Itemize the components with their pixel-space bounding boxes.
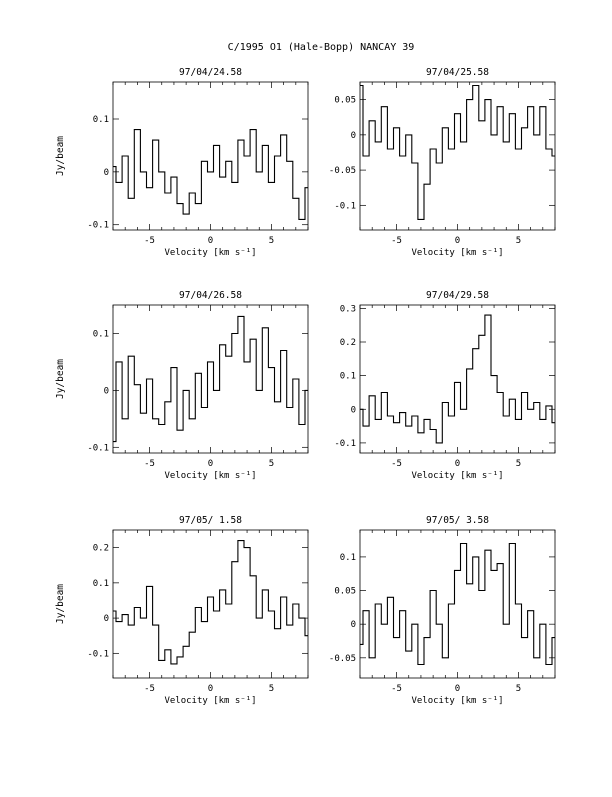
y-tick-label: 0.1 (93, 579, 109, 589)
spectrum-line (113, 129, 308, 220)
y-tick-label: 0.3 (340, 304, 356, 314)
plot-frame (112, 529, 309, 679)
x-tick-label: 5 (269, 459, 274, 469)
figure-title: C/1995 O1 (Hale-Bopp) NANCAY 39 (228, 42, 415, 53)
y-tick-label: -0.05 (329, 654, 356, 664)
plot-frame (112, 304, 309, 454)
spectrum-panel-1: 97/04/24.58 -5 0 5 -0.1 0 0.1 Velocity [km s⁻¹]… (55, 67, 309, 258)
y-tick-label: 0.1 (93, 115, 109, 125)
y-axis-label: Jy/beam (55, 136, 66, 176)
x-tick-label: 0 (208, 236, 213, 246)
panel-title: 97/04/29.58 (426, 290, 489, 301)
x-axis-label: Velocity [km s⁻¹] (411, 248, 503, 258)
x-tick-label: 0 (455, 684, 460, 694)
y-tick-label: 0 (104, 614, 109, 624)
y-tick-label: -0.1 (87, 649, 109, 659)
y-tick-label: 0.1 (340, 553, 356, 563)
x-tick-label: -5 (144, 236, 155, 246)
spectrum-line (113, 315, 308, 443)
x-axis-label: Velocity [km s⁻¹] (411, 696, 503, 706)
y-tick-label: 0.2 (93, 544, 109, 554)
x-tick-label: -5 (391, 459, 402, 469)
y-axis-label: Jy/beam (55, 584, 66, 624)
spectrum-panel-5: 97/05/ 1.58 -5 0 5 -0.1 0 0.1 0.2 Velocity [km s… (55, 515, 309, 706)
plot-frame (359, 304, 556, 454)
x-tick-label: 0 (455, 459, 460, 469)
x-axis-label: Velocity [km s⁻¹] (164, 696, 256, 706)
spectrum-line (113, 540, 308, 665)
y-axis-label: Jy/beam (55, 359, 66, 399)
y-tick-label: 0 (351, 620, 356, 630)
x-tick-label: -5 (144, 459, 155, 469)
x-tick-label: -5 (391, 684, 402, 694)
spectrum-line (360, 314, 555, 444)
x-tick-label: 5 (269, 684, 274, 694)
y-tick-label: 0 (351, 131, 356, 141)
x-tick-label: 5 (516, 236, 521, 246)
y-tick-label: 0.2 (340, 338, 356, 348)
y-tick-label: 0.1 (340, 372, 356, 382)
panel-title: 97/05/ 1.58 (179, 515, 242, 526)
x-tick-label: 0 (455, 236, 460, 246)
y-tick-label: -0.1 (334, 439, 356, 449)
x-axis-label: Velocity [km s⁻¹] (411, 471, 503, 481)
spectrum-line (360, 84, 555, 220)
x-tick-label: 5 (516, 459, 521, 469)
y-tick-label: 0.05 (334, 96, 356, 106)
y-tick-label: -0.1 (87, 221, 109, 231)
y-tick-label: -0.1 (87, 443, 109, 453)
panel-title: 97/04/25.58 (426, 67, 489, 78)
spectrum-panel-4: 97/04/29.58 -5 0 5 -0.1 0 0.1 0.2 0.3 Velocity [k… (334, 290, 556, 481)
x-tick-label: -5 (144, 684, 155, 694)
y-tick-label: 0.05 (334, 587, 356, 597)
panel-title: 97/04/26.58 (179, 290, 242, 301)
y-tick-label: 0 (104, 168, 109, 178)
x-tick-label: -5 (391, 236, 402, 246)
spectrum-panel-2: 97/04/25.58 -5 0 5 -0.1 -0.05 0 0.05 Velocity [k… (329, 67, 556, 258)
panel-title: 97/05/ 3.58 (426, 515, 489, 526)
spectrum-panel-6: 97/05/ 3.58 -5 0 5 -0.05 0 0.05 0.1 Velocity [km… (329, 515, 556, 706)
x-tick-label: 5 (269, 236, 274, 246)
spectrum-panel-3: 97/04/26.58 -5 0 5 -0.1 0 0.1 Velocity [km s⁻¹]… (55, 290, 309, 481)
y-tick-label: -0.05 (329, 166, 356, 176)
plot-frame (359, 81, 556, 231)
x-tick-label: 0 (208, 684, 213, 694)
x-tick-label: 5 (516, 684, 521, 694)
x-axis-label: Velocity [km s⁻¹] (164, 248, 256, 258)
y-tick-label: 0.1 (93, 329, 109, 339)
x-axis-label: Velocity [km s⁻¹] (164, 471, 256, 481)
plot-frame (359, 529, 556, 679)
y-tick-label: 0 (351, 405, 356, 415)
y-tick-label: -0.1 (334, 201, 356, 211)
x-tick-label: 0 (208, 459, 213, 469)
y-tick-label: 0 (104, 386, 109, 396)
spectrum-line (360, 542, 555, 666)
panel-title: 97/04/24.58 (179, 67, 242, 78)
